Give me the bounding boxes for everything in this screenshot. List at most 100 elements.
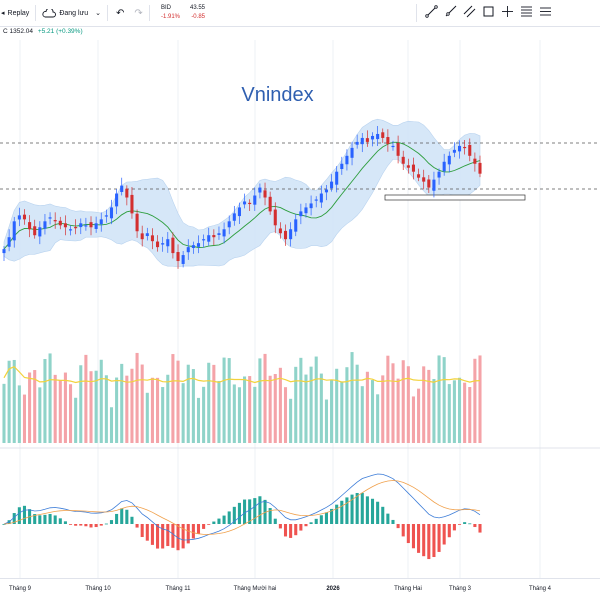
time-axis[interactable]: Tháng 9 Tháng 10 Tháng 11 Tháng Mười hai 202…: [0, 578, 600, 601]
candle-body: [58, 220, 62, 226]
candle-body: [130, 194, 134, 214]
macd-histogram-bar: [94, 524, 98, 528]
macd-histogram-bar: [309, 522, 313, 524]
macd-histogram-bar: [48, 513, 52, 524]
trend-line-tool[interactable]: [424, 4, 439, 19]
candle-body: [437, 171, 441, 178]
macd-histogram-bar: [125, 509, 129, 524]
macd-histogram-bar: [478, 524, 482, 533]
macd-histogram-bar: [69, 524, 73, 525]
volume-bar: [17, 385, 21, 443]
candle-body: [232, 213, 236, 221]
macd-histogram-bar: [386, 513, 390, 524]
rectangle-tool[interactable]: [481, 4, 496, 19]
macd-histogram-bar: [156, 524, 160, 549]
macd-histogram-bar: [191, 524, 195, 539]
candle-body: [422, 177, 426, 182]
macd-histogram-bar: [273, 518, 277, 524]
candle-body: [186, 247, 190, 253]
macd-histogram-bar: [447, 524, 451, 538]
time-axis-tick: Tháng 10: [85, 586, 111, 592]
fib-tool[interactable]: [519, 4, 534, 19]
volume-bar: [227, 358, 231, 443]
candle-body: [417, 174, 421, 178]
macd-histogram-bar: [181, 524, 185, 549]
candle-body: [38, 227, 42, 237]
candle-body: [391, 145, 395, 148]
volume-bar: [437, 355, 441, 443]
macd-histogram-bar: [411, 524, 415, 549]
volume-bar: [120, 363, 124, 443]
macd-histogram-bar: [89, 524, 93, 528]
fib-icon: [521, 6, 532, 17]
undo-button[interactable]: ↶: [116, 8, 124, 19]
text-lines-tool[interactable]: [538, 4, 553, 19]
chevron-down-icon: ⌄: [95, 10, 102, 17]
toolbar-divider: [35, 5, 37, 21]
redo-button[interactable]: ↷: [134, 8, 142, 19]
volume-bar: [202, 386, 206, 443]
price-range-tool[interactable]: [500, 4, 515, 19]
macd-histogram-bar: [232, 506, 236, 524]
volume-bar: [181, 383, 185, 443]
volume-bar: [294, 366, 298, 443]
volume-bar: [74, 397, 78, 443]
volume-bar: [427, 369, 431, 443]
volume-bar: [278, 367, 282, 443]
save-status-button[interactable]: Đang lưu ⌄: [42, 8, 102, 18]
macd-histogram-bar: [130, 516, 134, 524]
macd-histogram-bar: [304, 524, 308, 527]
volume-bar: [263, 353, 267, 443]
candle-body: [289, 229, 293, 240]
volume-bar: [99, 359, 103, 443]
symbol-price: 43.55: [189, 5, 205, 11]
macd-histogram-bar: [345, 497, 349, 524]
macd-histogram-bar: [473, 524, 477, 528]
replay-icon: ◂: [1, 10, 5, 17]
macd-histogram-bar: [237, 502, 241, 524]
replay-button[interactable]: ◂ Replay: [1, 9, 30, 18]
volume-bar: [156, 377, 160, 443]
candle-body: [120, 185, 124, 192]
candle-body: [350, 147, 354, 158]
replay-label: Replay: [7, 9, 30, 17]
parallel-channel-icon: [463, 5, 476, 18]
volume-bar: [207, 362, 211, 443]
candle-body: [478, 162, 482, 174]
chart-canvas[interactable]: [0, 0, 600, 578]
volume-ma-line: [3, 365, 481, 384]
candle-body: [278, 228, 282, 234]
symbol-ticker: BID: [161, 5, 172, 11]
volume-bar: [89, 371, 93, 443]
volume-bar: [166, 374, 170, 443]
rectangle-icon: [483, 6, 494, 17]
macd-histogram-bar: [53, 515, 57, 524]
macd-histogram-bar: [283, 524, 288, 537]
candle-body: [135, 213, 139, 232]
macd-histogram-bar: [457, 524, 462, 525]
macd-histogram-bar: [171, 524, 175, 548]
candle-body: [89, 222, 93, 228]
candle-body: [156, 241, 160, 248]
undo-icon: ↶: [116, 7, 125, 19]
candle-body: [406, 165, 410, 168]
watch-symbol-quote[interactable]: BID -1.91% 43.55 -0.85: [158, 3, 208, 22]
candle-body: [294, 219, 298, 232]
macd-histogram-bar: [135, 524, 139, 528]
volume-bar: [125, 375, 129, 443]
volume-bar: [340, 381, 344, 443]
candle-body: [473, 158, 477, 164]
macd-histogram-bar: [350, 494, 354, 524]
volume-bar: [191, 369, 195, 443]
macd-histogram-bar: [243, 499, 247, 524]
ray-icon: [445, 5, 457, 17]
volume-bar: [473, 358, 477, 443]
parallel-channel-tool[interactable]: [462, 4, 477, 19]
toolbar-divider: [107, 5, 109, 21]
ray-tool[interactable]: [443, 4, 458, 19]
volume-bar: [411, 396, 415, 443]
volume-bar: [309, 366, 313, 443]
candle-body: [181, 255, 185, 264]
macd-histogram-bar: [227, 511, 231, 524]
macd-histogram-bar: [442, 524, 446, 545]
